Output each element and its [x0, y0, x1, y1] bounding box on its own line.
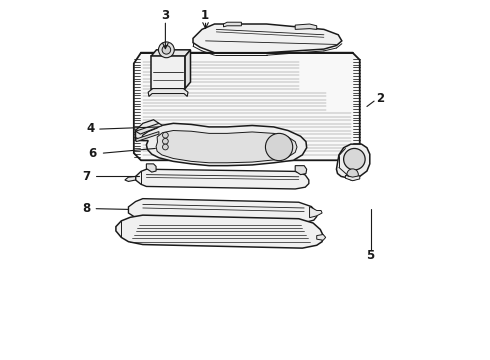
Text: 4: 4 [86, 122, 94, 135]
Polygon shape [136, 123, 307, 166]
Polygon shape [295, 166, 307, 175]
Polygon shape [295, 24, 317, 30]
Polygon shape [345, 175, 360, 181]
Circle shape [163, 132, 168, 138]
Circle shape [163, 144, 168, 150]
Polygon shape [223, 22, 242, 27]
Polygon shape [317, 234, 326, 240]
Text: 5: 5 [367, 249, 375, 262]
Text: 7: 7 [82, 170, 91, 183]
Circle shape [163, 138, 168, 144]
Polygon shape [193, 24, 342, 53]
Text: 6: 6 [89, 147, 97, 159]
Text: 8: 8 [82, 202, 91, 215]
Polygon shape [116, 215, 323, 248]
Text: 3: 3 [161, 9, 170, 22]
Circle shape [343, 148, 365, 170]
Circle shape [266, 134, 293, 161]
Circle shape [162, 45, 171, 54]
Polygon shape [185, 50, 191, 89]
Polygon shape [156, 131, 297, 163]
Polygon shape [151, 50, 191, 56]
Polygon shape [151, 56, 185, 89]
Polygon shape [337, 144, 370, 178]
Polygon shape [136, 132, 159, 141]
Polygon shape [136, 123, 163, 134]
Circle shape [158, 42, 174, 58]
Polygon shape [136, 169, 309, 189]
Text: 1: 1 [201, 9, 209, 22]
Circle shape [347, 169, 358, 180]
Polygon shape [147, 164, 156, 172]
Polygon shape [310, 207, 322, 218]
Polygon shape [136, 120, 159, 140]
Polygon shape [148, 89, 188, 96]
Polygon shape [125, 176, 136, 181]
Text: 2: 2 [376, 92, 385, 105]
Polygon shape [128, 199, 317, 223]
Polygon shape [134, 53, 360, 160]
